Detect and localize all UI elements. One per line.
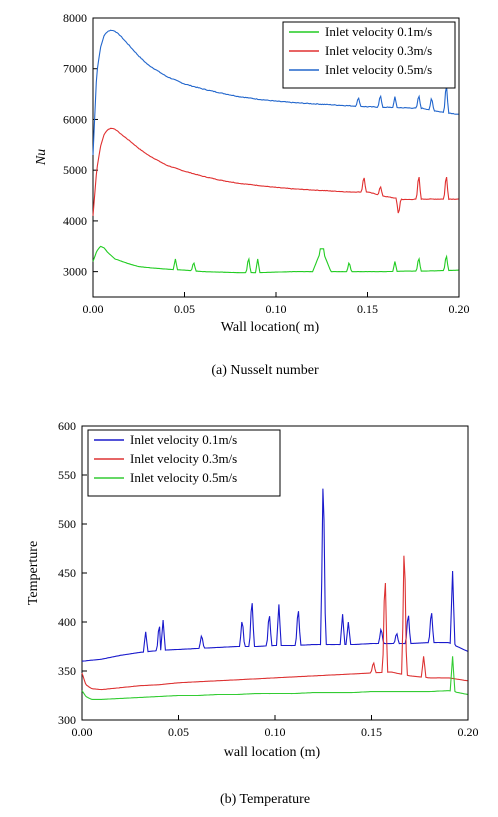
caption-a: (a) Nusselt number [211,363,319,378]
y-tick-label: 6000 [63,112,87,126]
series-line-2 [81,555,468,691]
legend-a: Inlet velocity 0.1m/s Inlet velocity 0.3m… [282,21,456,89]
x-tick-label: 0.20 [449,302,470,316]
x-tick-label: 0.00 [72,725,93,739]
y-tick-label: 400 [58,615,76,629]
legend-b: Inlet velocity 0.1m/s Inlet velocity 0.3m… [87,429,281,497]
series-line-2 [92,127,459,216]
legend-box [282,21,456,89]
x-tick-label: 0.15 [357,302,378,316]
x-axis-label-b: wall location (m) [224,745,321,760]
legend-label: Inlet velocity 0.3m/s [325,43,432,58]
y-axis-label-b: Temperture [26,541,41,605]
y-tick-label: 8000 [63,11,87,25]
x-tick-label: 0.15 [361,725,382,739]
series-line-1 [92,245,459,274]
series-line-3 [92,29,459,156]
series-line-3 [81,656,468,700]
x-tick-label: 0.20 [458,725,479,739]
x-tick-label: 0.05 [168,725,189,739]
y-tick-label: 350 [58,664,76,678]
legend-label: Inlet velocity 0.5m/s [325,62,432,77]
y-tick-label: 450 [58,566,76,580]
y-tick-label: 500 [58,517,76,531]
temperature-chart: 0.00 0.05 0.10 0.15 0.20 300 350 400 450 500 550 60… [26,419,479,807]
x-tick-label: 0.10 [266,302,287,316]
legend-box [87,429,281,497]
legend-label: Inlet velocity 0.1m/s [130,432,237,447]
y-tick-label: 7000 [63,62,87,76]
x-tick-label: 0.10 [265,725,286,739]
series-line-1 [81,488,468,662]
legend-label: Inlet velocity 0.5m/s [130,470,237,485]
caption-b: (b) Temperature [220,792,310,807]
x-axis-label-a: Wall location( m) [221,320,320,335]
y-tick-label: 550 [58,468,76,482]
y-axis-label-a: Nu [34,149,49,166]
nusselt-chart: 0.00 0.05 0.10 0.15 0.20 3000 4000 5000 6000 7000… [34,11,470,378]
legend-label: Inlet velocity 0.3m/s [130,451,237,466]
y-tick-label: 600 [58,419,76,433]
y-tick-label: 5000 [63,163,87,177]
y-tick-label: 4000 [63,214,87,228]
x-tick-label: 0.00 [83,302,104,316]
y-tick-label: 300 [58,713,76,727]
y-tick-label: 3000 [63,265,87,279]
x-tick-label: 0.05 [174,302,195,316]
legend-label: Inlet velocity 0.1m/s [325,24,432,39]
